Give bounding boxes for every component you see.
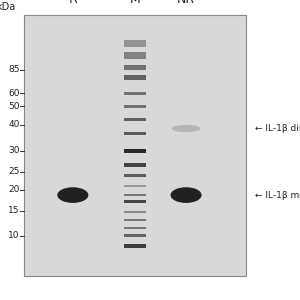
Text: 85: 85 xyxy=(8,65,20,74)
Ellipse shape xyxy=(172,125,200,132)
Bar xyxy=(124,132,146,136)
Bar xyxy=(124,92,146,95)
Text: 30: 30 xyxy=(8,146,20,155)
Bar xyxy=(124,105,146,108)
Text: ← IL-1β dimer: ← IL-1β dimer xyxy=(255,124,300,133)
Bar xyxy=(124,40,146,47)
Text: ← IL-1β monomer: ← IL-1β monomer xyxy=(255,190,300,200)
Bar xyxy=(124,226,146,229)
Text: 25: 25 xyxy=(8,167,20,176)
Bar xyxy=(124,149,146,152)
Bar xyxy=(124,200,146,203)
Text: 60: 60 xyxy=(8,89,20,98)
Bar xyxy=(124,185,146,187)
Text: 15: 15 xyxy=(8,206,20,215)
Bar xyxy=(124,194,146,196)
Text: M: M xyxy=(130,0,140,6)
Bar xyxy=(124,234,146,237)
Bar xyxy=(124,75,146,80)
Bar xyxy=(124,52,146,59)
Text: NR: NR xyxy=(177,0,195,6)
Bar xyxy=(124,65,146,70)
Bar xyxy=(124,118,146,121)
Text: R: R xyxy=(68,0,77,6)
Ellipse shape xyxy=(170,187,202,203)
Bar xyxy=(124,164,146,167)
Bar xyxy=(124,174,146,177)
Bar xyxy=(124,211,146,213)
Bar xyxy=(124,244,146,247)
Text: 10: 10 xyxy=(8,231,20,240)
Text: 50: 50 xyxy=(8,102,20,111)
FancyBboxPatch shape xyxy=(24,15,246,276)
Bar xyxy=(124,219,146,221)
Text: 20: 20 xyxy=(8,185,20,194)
Text: kDa: kDa xyxy=(0,2,16,12)
Ellipse shape xyxy=(57,187,88,203)
Text: 40: 40 xyxy=(8,120,20,129)
